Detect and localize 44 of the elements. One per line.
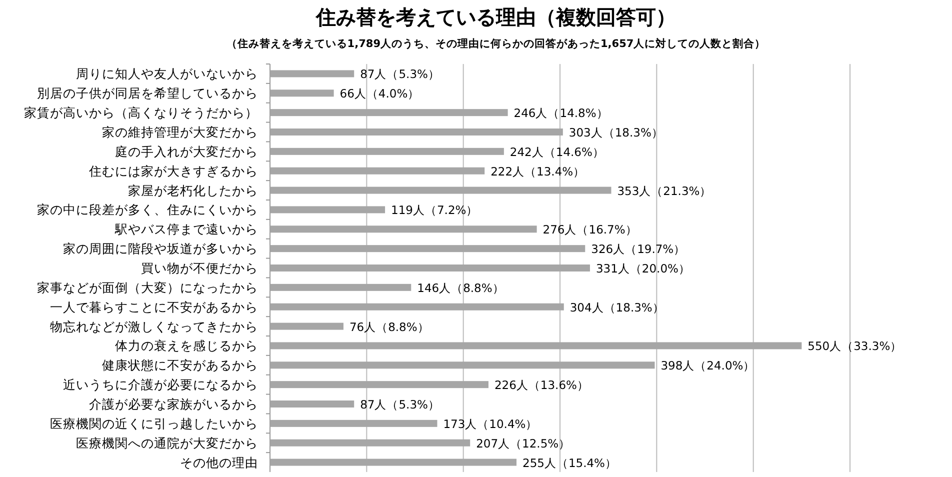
- value-label: 550人（33.3%）: [808, 339, 902, 354]
- category-label: 家事などが面倒（大変）になったから: [37, 280, 258, 295]
- value-label: 87人（5.3%）: [360, 398, 440, 412]
- category-label: 健康状態に不安があるから: [102, 358, 258, 373]
- category-label: 買い物が不便だから: [141, 260, 258, 276]
- value-label: 173人（10.4%）: [443, 416, 538, 431]
- category-label: 家の維持管理が大変だから: [102, 124, 258, 140]
- category-label: 庭の手入れが大変だから: [115, 144, 258, 159]
- category-label: 家屋が老朽化したから: [128, 182, 258, 198]
- value-label: 303人（18.3%）: [568, 126, 664, 140]
- value-label: 207人（12.5%）: [476, 436, 571, 450]
- value-label: 255人（15.4%）: [522, 456, 617, 470]
- value-label: 398人（24.0%）: [660, 358, 756, 373]
- value-label: 87人（5.3%）: [360, 67, 440, 82]
- value-label: 242人（14.6%）: [510, 144, 604, 159]
- value-label: 326人（19.7%）: [591, 242, 686, 256]
- category-label: 体力の衰えを感じるから: [115, 338, 258, 354]
- category-label: 介護が必要な家族がいるから: [89, 396, 258, 412]
- category-label: 近いうちに介護が必要になるから: [63, 377, 258, 392]
- category-label: 家の周囲に階段や坂道が多いから: [63, 241, 258, 256]
- value-label: 76人（8.8%）: [349, 320, 430, 334]
- value-label: 331人（20.0%）: [596, 262, 690, 276]
- value-label: 353人（21.3%）: [617, 184, 712, 198]
- category-label: 家賃が高いから（高くなりそうだから）: [24, 105, 258, 120]
- category-label: 別居の子供が同居を希望しているから: [37, 86, 258, 101]
- value-label: 222人（13.4%）: [490, 164, 586, 178]
- value-label: 66人（4.0%）: [340, 86, 420, 101]
- category-label: 駅やバス停まで遠いから: [115, 222, 258, 237]
- subtitle: （住み替えを考えている1,789人のうち、その理由に何らかの回答があった1,657人に対しての人数と割合）: [226, 38, 766, 50]
- title: 住み替を考えている理由（複数回答可）: [316, 5, 676, 29]
- category-label: 一人で暮らすことに不安があるから: [50, 299, 258, 314]
- category-label: 周りに知人や友人がいないから: [76, 66, 258, 82]
- category-label: 住むには家が大きすぎるから: [89, 163, 258, 178]
- value-label: 276人（16.7%）: [542, 222, 638, 237]
- value-label: 146人（8.8%）: [417, 280, 504, 295]
- value-label: 246人（14.8%）: [514, 106, 608, 120]
- category-label: 物忘れなどが激しくなってきたから: [50, 318, 258, 334]
- category-label: その他の理由: [180, 454, 258, 470]
- category-label: 医療機関への通院が大変だから: [76, 435, 258, 450]
- value-label: 304人（18.3%）: [570, 300, 664, 314]
- category-label: 家の中に段差が多く、住みにくいから: [37, 202, 258, 218]
- value-label: 119人（7.2%）: [391, 203, 478, 218]
- value-label: 226人（13.6%）: [494, 378, 589, 392]
- category-label: 医療機関の近くに引っ越したいから: [50, 416, 258, 431]
